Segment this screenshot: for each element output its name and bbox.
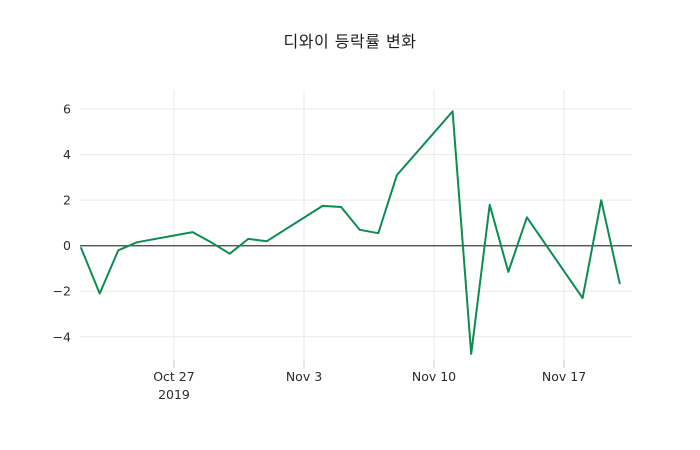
price-change-line (80, 110, 621, 355)
y-tick-label: 2 (63, 193, 71, 208)
y-tick-label: 4 (63, 147, 71, 162)
x-tick-sublabel: 2019 (158, 387, 190, 402)
y-tick-label: −2 (53, 284, 71, 299)
y-tick-label: 0 (63, 238, 71, 253)
x-tick-label: Nov 3 (286, 369, 322, 384)
gridlines-group (80, 90, 632, 360)
y-tick-label: −4 (53, 329, 71, 344)
x-tick-label: Nov 17 (542, 369, 586, 384)
y-tick-label: 6 (63, 102, 71, 117)
chart-title: 디와이 등락률 변화 (283, 32, 417, 51)
x-tick-label: Nov 10 (412, 369, 456, 384)
tick-labels-group: −4 −2 0 2 4 6 Oct 27 2019 Nov 3 Nov 10 Nov 17 (53, 102, 587, 402)
axes-group (80, 245, 632, 368)
x-tick-label: Oct 27 (153, 369, 195, 384)
